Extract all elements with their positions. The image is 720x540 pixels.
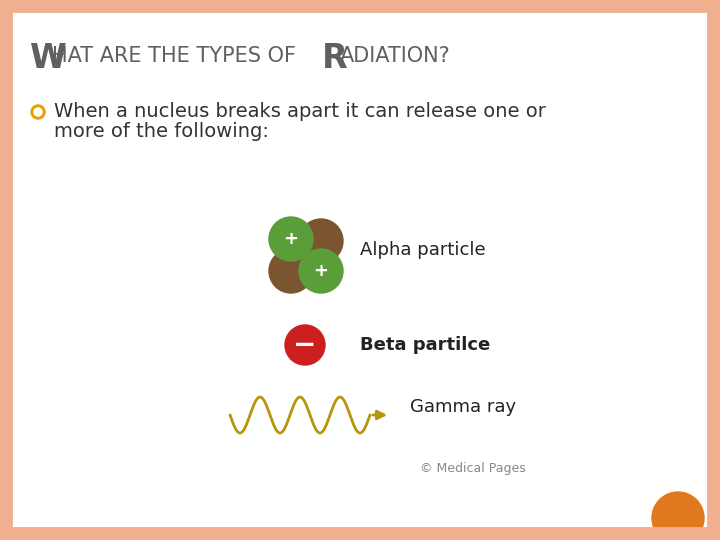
Text: +: + [284,230,299,248]
Circle shape [269,217,313,261]
Text: −: − [293,331,317,359]
Circle shape [299,219,343,263]
Text: When a nucleus breaks apart it can release one or: When a nucleus breaks apart it can relea… [54,102,546,121]
Text: © Medical Pages: © Medical Pages [420,462,526,475]
Text: +: + [313,262,328,280]
Text: HAT ARE THE TYPES OF: HAT ARE THE TYPES OF [52,46,296,66]
Text: W: W [30,42,67,75]
Text: R: R [322,42,348,75]
Text: more of the following:: more of the following: [54,122,269,141]
Text: Gamma ray: Gamma ray [410,398,516,416]
Text: Alpha particle: Alpha particle [360,241,485,259]
Circle shape [269,249,313,293]
Circle shape [652,492,704,540]
Circle shape [34,108,42,116]
Circle shape [285,325,325,365]
Text: Beta partilce: Beta partilce [360,336,490,354]
Circle shape [31,105,45,119]
Circle shape [299,249,343,293]
Text: ADIATION?: ADIATION? [340,46,451,66]
